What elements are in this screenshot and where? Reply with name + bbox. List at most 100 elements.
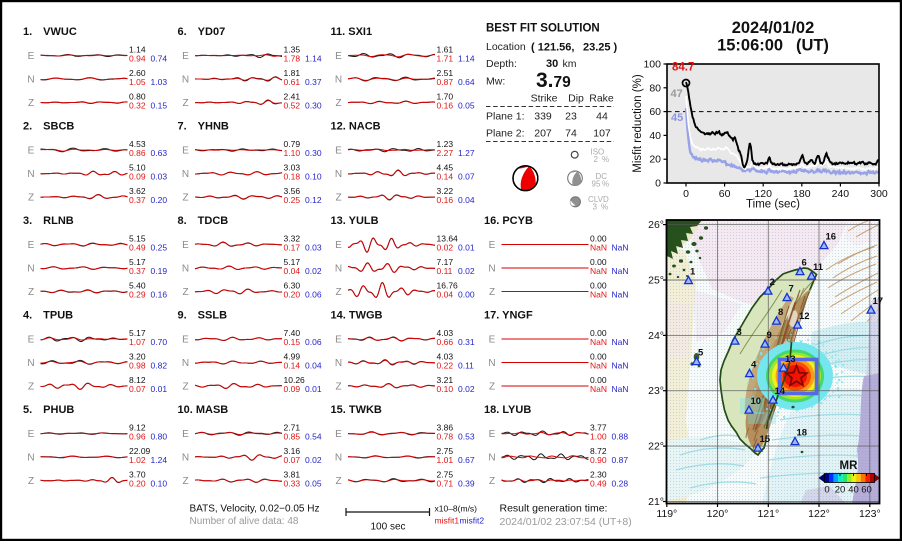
svg-text:5.40: 5.40 bbox=[129, 281, 146, 291]
svg-text:11. SXI1: 11. SXI1 bbox=[331, 26, 373, 38]
svg-text:40: 40 bbox=[649, 130, 661, 142]
svg-text:40: 40 bbox=[848, 485, 859, 496]
svg-text:0.02: 0.02 bbox=[437, 242, 454, 252]
svg-text:120: 120 bbox=[754, 188, 772, 200]
svg-text:44: 44 bbox=[596, 110, 608, 122]
svg-text:3.32: 3.32 bbox=[284, 234, 301, 244]
svg-text:Z: Z bbox=[489, 287, 495, 298]
svg-text:100: 100 bbox=[643, 59, 661, 71]
svg-text:NaN: NaN bbox=[612, 289, 629, 299]
svg-text:1.10: 1.10 bbox=[284, 148, 301, 158]
svg-text:14. TWGB: 14. TWGB bbox=[331, 310, 383, 322]
svg-text:0.15: 0.15 bbox=[284, 337, 301, 347]
svg-text:E: E bbox=[489, 240, 496, 251]
svg-text:0.78: 0.78 bbox=[437, 431, 454, 441]
svg-text:E: E bbox=[182, 240, 189, 251]
svg-text:0.01: 0.01 bbox=[151, 384, 168, 394]
svg-text:10: 10 bbox=[751, 396, 762, 407]
svg-text:E: E bbox=[335, 429, 342, 440]
svg-text:3: 3 bbox=[737, 327, 742, 338]
svg-text:0.00: 0.00 bbox=[590, 375, 607, 385]
svg-text:0.71: 0.71 bbox=[437, 478, 454, 488]
svg-text:3.86: 3.86 bbox=[437, 423, 454, 433]
svg-text:Plane 1:: Plane 1: bbox=[486, 110, 525, 122]
svg-text:0: 0 bbox=[655, 178, 661, 190]
svg-text:2.41: 2.41 bbox=[284, 92, 301, 102]
svg-text:Dip: Dip bbox=[568, 93, 584, 105]
svg-text:Z: Z bbox=[335, 193, 341, 204]
svg-text:NaN: NaN bbox=[612, 384, 629, 394]
svg-text:N: N bbox=[335, 264, 342, 275]
svg-text:6. YD07: 6. YD07 bbox=[178, 26, 226, 38]
svg-text:10. MASB: 10. MASB bbox=[178, 404, 229, 416]
svg-text:339: 339 bbox=[534, 110, 552, 122]
svg-text:N: N bbox=[335, 358, 342, 369]
svg-text:0.20: 0.20 bbox=[151, 195, 168, 205]
svg-text:0: 0 bbox=[824, 485, 829, 496]
svg-text:0.11: 0.11 bbox=[437, 266, 453, 276]
svg-text:20: 20 bbox=[835, 485, 846, 496]
svg-text:0.01: 0.01 bbox=[458, 242, 475, 252]
svg-text:Z: Z bbox=[28, 193, 34, 204]
svg-text:1.81: 1.81 bbox=[284, 68, 301, 78]
svg-text:20: 20 bbox=[649, 154, 661, 166]
svg-text:N: N bbox=[182, 169, 189, 180]
svg-text:7: 7 bbox=[789, 284, 794, 295]
svg-text:CLVD: CLVD bbox=[588, 195, 609, 204]
svg-text:1.14: 1.14 bbox=[305, 53, 322, 63]
svg-text:15: 15 bbox=[760, 434, 771, 445]
svg-text:14: 14 bbox=[775, 386, 786, 397]
svg-text:E: E bbox=[182, 429, 189, 440]
svg-text:8.12: 8.12 bbox=[129, 375, 146, 385]
svg-text:Strike: Strike bbox=[531, 93, 558, 105]
svg-text:E: E bbox=[182, 335, 189, 346]
svg-text:0.22: 0.22 bbox=[437, 360, 454, 370]
svg-text:1.14: 1.14 bbox=[129, 45, 146, 55]
svg-text:3.03: 3.03 bbox=[284, 163, 301, 173]
svg-text:0.37: 0.37 bbox=[129, 195, 146, 205]
svg-text:0.61: 0.61 bbox=[284, 77, 301, 87]
svg-text:BEST FIT SOLUTION: BEST FIT SOLUTION bbox=[486, 23, 600, 35]
svg-text:0.25: 0.25 bbox=[284, 195, 301, 205]
svg-text:3.21: 3.21 bbox=[437, 375, 454, 385]
svg-text:0.94: 0.94 bbox=[129, 53, 146, 63]
svg-text:0.82: 0.82 bbox=[151, 360, 168, 370]
svg-text:Number of alive data: 48: Number of alive data: 48 bbox=[190, 516, 299, 527]
svg-text:0.17: 0.17 bbox=[284, 242, 301, 252]
svg-text:80: 80 bbox=[649, 82, 661, 94]
svg-text:0.16: 0.16 bbox=[151, 289, 168, 299]
svg-text:9. SSLB: 9. SSLB bbox=[178, 310, 228, 322]
svg-text:6.30: 6.30 bbox=[284, 281, 301, 291]
svg-text:0.10: 0.10 bbox=[151, 478, 168, 488]
svg-text:Z: Z bbox=[182, 476, 188, 487]
svg-text:1.14: 1.14 bbox=[458, 53, 475, 63]
svg-text:15. TWKB: 15. TWKB bbox=[331, 404, 382, 416]
svg-text:0.04: 0.04 bbox=[284, 266, 301, 276]
svg-text:0.00: 0.00 bbox=[458, 289, 475, 299]
svg-text:Z: Z bbox=[182, 287, 188, 298]
svg-text:0.74: 0.74 bbox=[151, 53, 168, 63]
svg-text:N: N bbox=[182, 264, 189, 275]
svg-text:misfit1: misfit1 bbox=[435, 516, 460, 526]
svg-text:0.18: 0.18 bbox=[284, 171, 301, 181]
svg-text:240: 240 bbox=[832, 188, 850, 200]
svg-text:2.27: 2.27 bbox=[437, 148, 454, 158]
svg-text:0.07: 0.07 bbox=[129, 384, 146, 394]
svg-text:3. RLNB: 3. RLNB bbox=[23, 215, 74, 227]
svg-text:74: 74 bbox=[565, 128, 577, 140]
svg-text:0.03: 0.03 bbox=[305, 242, 322, 252]
svg-text:2.30: 2.30 bbox=[590, 470, 607, 480]
svg-text:2.60: 2.60 bbox=[129, 68, 146, 78]
svg-text:0.01: 0.01 bbox=[305, 384, 322, 394]
svg-text:0.02: 0.02 bbox=[458, 266, 475, 276]
svg-text:MR: MR bbox=[840, 460, 859, 472]
svg-text:NaN: NaN bbox=[612, 266, 629, 276]
svg-text:25°: 25° bbox=[648, 275, 664, 287]
svg-text:Time (sec): Time (sec) bbox=[746, 199, 800, 211]
svg-text:0.07: 0.07 bbox=[284, 455, 301, 465]
svg-text:N: N bbox=[27, 75, 34, 86]
svg-text:5. PHUB: 5. PHUB bbox=[23, 404, 74, 416]
svg-text:N: N bbox=[27, 358, 34, 369]
svg-text:18: 18 bbox=[797, 428, 808, 439]
svg-text:0.64: 0.64 bbox=[458, 77, 475, 87]
